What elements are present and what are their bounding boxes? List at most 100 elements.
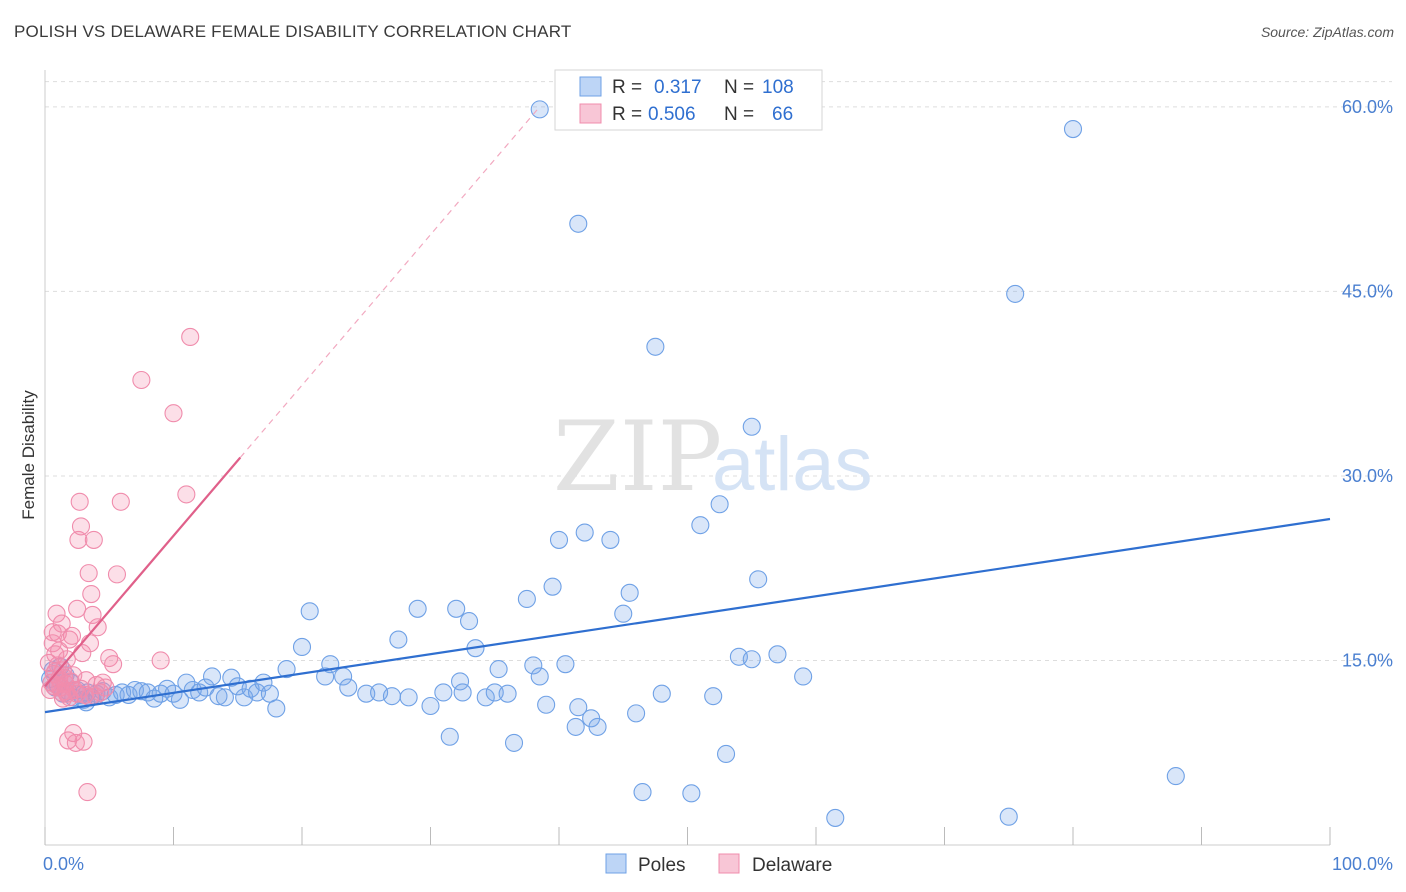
stats-poles-n-label: N =: [724, 77, 754, 98]
poles-point-53: [382, 687, 402, 706]
delaware-point-31: [80, 634, 100, 653]
poles-point-62: [453, 683, 472, 702]
poles-point-81: [575, 523, 594, 542]
tick-labels: 15.0% 30.0% 45.0% 60.0% 0.0% 100.0%: [43, 97, 1393, 874]
poles-point-71: [524, 656, 543, 675]
stats-delaware-n: 66: [772, 104, 793, 125]
poles-point-51: [357, 684, 376, 703]
delaware-point-48: [177, 485, 196, 504]
poles-point-74: [543, 577, 562, 596]
poles-point-93: [716, 744, 736, 764]
poles-point-75: [556, 655, 575, 674]
poles-point-101: [794, 667, 813, 686]
delaware-point-21: [68, 599, 87, 618]
poles-point-43: [267, 699, 286, 718]
poles-point-60: [447, 599, 466, 618]
poles-point-86: [633, 783, 652, 802]
poles-point-61: [451, 672, 470, 691]
delaware-point-20: [66, 733, 85, 752]
poles-point-34: [209, 687, 228, 706]
y-tick-label-1: 30.0%: [1342, 466, 1393, 486]
watermark-atlas: atlas: [712, 422, 873, 507]
poles-point-102: [826, 808, 845, 827]
delaware-point-29: [78, 783, 97, 802]
y-tick-label-2: 45.0%: [1342, 281, 1393, 301]
legend-label-poles: Poles: [638, 855, 686, 876]
delaware-point-43: [107, 565, 127, 584]
poles-point-87: [646, 337, 665, 356]
stats-swatch-delaware: [579, 103, 602, 124]
poles-point-40: [247, 683, 267, 702]
delaware-point-63: [80, 688, 100, 707]
poles-point-69: [504, 733, 524, 752]
stats-swatch-poles: [579, 76, 602, 97]
poles-point-67: [489, 660, 508, 679]
stats-poles-r: 0.317: [654, 77, 702, 98]
poles-point-83: [614, 604, 633, 623]
poles-point-100: [530, 100, 549, 119]
poles-point-96: [749, 570, 768, 589]
poles-point-79: [588, 717, 607, 736]
delaware-point-39: [93, 673, 112, 692]
poles-point-92: [710, 495, 729, 514]
delaware-point-26: [74, 732, 93, 751]
poles-point-84: [620, 583, 639, 602]
poles-point-66: [485, 683, 504, 702]
poles-point-45: [292, 637, 312, 656]
delaware-point-46: [151, 651, 170, 670]
poles-trendline: [44, 517, 1331, 714]
chart-title: POLISH VS DELAWARE FEMALE DISABILITY COR…: [14, 22, 572, 41]
legend-swatch-poles: [605, 853, 627, 874]
poles-point-97: [768, 645, 787, 664]
delaware-point-17: [62, 626, 82, 645]
stats-poles-r-label: R =: [612, 77, 642, 98]
delaware-point-64: [46, 662, 65, 681]
delaware-point-34: [84, 530, 103, 549]
poles-point-55: [399, 688, 418, 707]
x-tick-label-1: 100.0%: [1332, 854, 1393, 874]
delaware-point-45: [132, 370, 151, 390]
poles-point-72: [530, 667, 549, 686]
delaware-point-44: [111, 492, 130, 511]
poles-point-88: [652, 684, 671, 703]
watermark-zip: ZIP: [553, 401, 722, 513]
poles-point-68: [498, 684, 517, 703]
poles-point-99: [569, 214, 588, 233]
poles-point-54: [389, 630, 408, 649]
poles-point-46: [300, 602, 319, 621]
poles-point-44: [277, 660, 296, 679]
poles-point-58: [434, 683, 453, 702]
grid-lines: [45, 81, 1392, 661]
delaware-point-23: [70, 492, 89, 511]
poles-point-59: [440, 727, 459, 746]
poles-point-90: [691, 516, 710, 535]
delaware-point-65: [57, 684, 76, 703]
poles-point-70: [517, 589, 536, 609]
delaware-point-30: [79, 564, 98, 583]
poles-point-63: [459, 612, 479, 631]
poles-point-106: [1166, 767, 1185, 786]
stats-poles-n: 108: [762, 77, 794, 98]
poles-point-80: [549, 530, 569, 549]
delaware-point-56: [64, 666, 83, 685]
legend: Poles Delaware: [605, 853, 832, 876]
y-tick-label-3: 60.0%: [1342, 97, 1393, 117]
legend-label-delaware: Delaware: [752, 855, 832, 876]
poles-point-76: [566, 717, 585, 736]
poles-point-89: [682, 784, 701, 803]
delaware-point-60: [50, 641, 69, 660]
poles-point-95: [742, 650, 761, 669]
delaware-point-5: [47, 604, 66, 623]
y-tick-label-0: 15.0%: [1342, 650, 1393, 670]
stats-delaware-r: 0.506: [648, 104, 696, 125]
delaware-point-22: [69, 530, 88, 549]
trendlines: [44, 106, 1331, 714]
poles-point-73: [537, 695, 556, 714]
poles-point-82: [601, 530, 620, 549]
axes: [44, 70, 1331, 846]
poles-point-77: [569, 698, 588, 717]
stats-box: R = 0.317 N = 108 R = 0.506 N = 66: [554, 69, 823, 131]
poles-point-98: [742, 417, 761, 436]
poles-point-56: [408, 599, 427, 618]
poles-point-33: [203, 667, 222, 686]
